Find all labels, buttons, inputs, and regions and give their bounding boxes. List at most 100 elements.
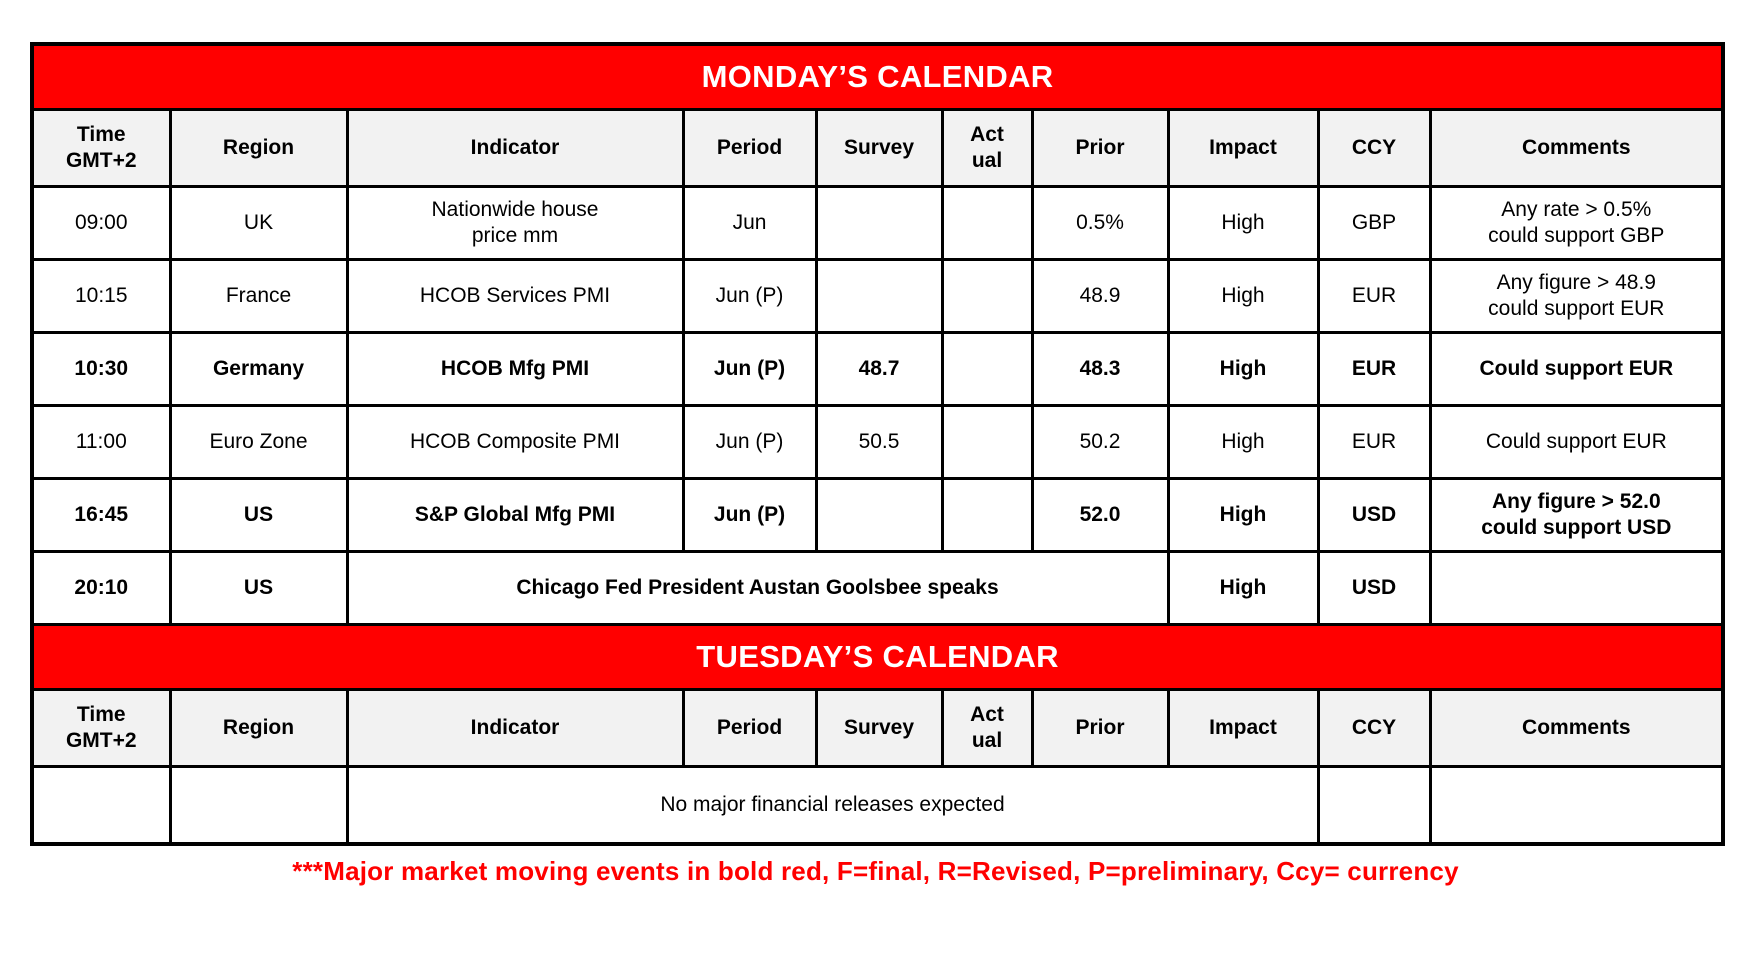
cell-actual xyxy=(940,185,1034,261)
header-comments: Comments xyxy=(1428,688,1725,768)
cell-comments: Could support EUR xyxy=(1428,331,1725,407)
header-survey: Survey xyxy=(814,108,944,188)
header-time-label: Time GMT+2 xyxy=(65,702,137,752)
cell-indicator: HCOB Mfg PMI xyxy=(345,331,685,407)
cell-region: Germany xyxy=(168,331,349,407)
header-impact: Impact xyxy=(1166,108,1320,188)
cell-region: France xyxy=(168,258,349,334)
cell-period: Jun (P) xyxy=(681,477,818,553)
table-row: No major financial releases expected xyxy=(30,765,1725,846)
cell-ccy: EUR xyxy=(1316,258,1432,334)
cell-comments: Any figure > 52.0 could support USD xyxy=(1428,477,1725,553)
cell-ccy: USD xyxy=(1316,477,1432,553)
cell-time: 10:15 xyxy=(30,258,172,334)
header-region: Region xyxy=(168,688,349,768)
cell-period: Jun (P) xyxy=(681,404,818,480)
cell-region xyxy=(168,765,349,846)
cell-impact: High xyxy=(1166,477,1320,553)
header-prior: Prior xyxy=(1030,688,1170,768)
cell-indicator: HCOB Services PMI xyxy=(345,258,685,334)
tuesday-band-row: TUESDAY’S CALENDAR xyxy=(30,623,1725,691)
cell-prior: 0.5% xyxy=(1030,185,1170,261)
cell-impact: High xyxy=(1166,258,1320,334)
cell-comments: Could support EUR xyxy=(1428,404,1725,480)
cell-actual xyxy=(940,404,1034,480)
header-impact: Impact xyxy=(1166,688,1320,768)
cell-ccy: EUR xyxy=(1316,404,1432,480)
header-prior: Prior xyxy=(1030,108,1170,188)
cell-time: 16:45 xyxy=(30,477,172,553)
header-region: Region xyxy=(168,108,349,188)
header-actual: Actual xyxy=(940,688,1034,768)
cell-prior: 48.9 xyxy=(1030,258,1170,334)
cell-ccy: USD xyxy=(1316,550,1432,626)
cell-impact: High xyxy=(1166,550,1320,626)
cell-ccy: EUR xyxy=(1316,331,1432,407)
cell-event: Chicago Fed President Austan Goolsbee sp… xyxy=(345,550,1170,626)
header-actual-label: Actual xyxy=(970,702,1004,752)
cell-period: Jun (P) xyxy=(681,331,818,407)
cell-comments xyxy=(1428,550,1725,626)
cell-actual xyxy=(940,477,1034,553)
cell-survey: 48.7 xyxy=(814,331,944,407)
cell-prior: 52.0 xyxy=(1030,477,1170,553)
cell-period: Jun (P) xyxy=(681,258,818,334)
cell-impact: High xyxy=(1166,185,1320,261)
table-row: 20:10 US Chicago Fed President Austan Go… xyxy=(30,550,1725,626)
cell-indicator: S&P Global Mfg PMI xyxy=(345,477,685,553)
cell-time xyxy=(30,765,172,846)
header-ccy: CCY xyxy=(1316,688,1432,768)
cell-ccy xyxy=(1316,765,1432,846)
header-actual: Actual xyxy=(940,108,1034,188)
cell-comments xyxy=(1428,765,1725,846)
monday-header-row: Time GMT+2 Region Indicator Period Surve… xyxy=(30,108,1725,188)
cell-region: US xyxy=(168,477,349,553)
cell-survey xyxy=(814,258,944,334)
cell-actual xyxy=(940,331,1034,407)
cell-prior: 50.2 xyxy=(1030,404,1170,480)
cell-comments: Any rate > 0.5% could support GBP xyxy=(1428,185,1725,261)
tuesday-header-row: Time GMT+2 Region Indicator Period Surve… xyxy=(30,688,1725,768)
header-time: Time GMT+2 xyxy=(30,688,172,768)
header-indicator: Indicator xyxy=(345,688,685,768)
monday-band-row: MONDAY’S CALENDAR xyxy=(30,42,1725,111)
cell-indicator: Nationwide house price mm xyxy=(345,185,685,261)
cell-prior: 48.3 xyxy=(1030,331,1170,407)
header-comments: Comments xyxy=(1428,108,1725,188)
cell-ccy: GBP xyxy=(1316,185,1432,261)
cell-time: 20:10 xyxy=(30,550,172,626)
cell-survey: 50.5 xyxy=(814,404,944,480)
header-time: Time GMT+2 xyxy=(30,108,172,188)
cell-survey xyxy=(814,185,944,261)
tuesday-calendar-title: TUESDAY’S CALENDAR xyxy=(30,623,1725,691)
header-ccy: CCY xyxy=(1316,108,1432,188)
cell-region: Euro Zone xyxy=(168,404,349,480)
cell-actual xyxy=(940,258,1034,334)
monday-calendar-title: MONDAY’S CALENDAR xyxy=(30,42,1725,111)
cell-survey xyxy=(814,477,944,553)
header-indicator: Indicator xyxy=(345,108,685,188)
cell-region: UK xyxy=(168,185,349,261)
cell-impact: High xyxy=(1166,404,1320,480)
table-row: 11:00 Euro Zone HCOB Composite PMI Jun (… xyxy=(30,404,1725,480)
header-survey: Survey xyxy=(814,688,944,768)
header-time-label: Time GMT+2 xyxy=(65,122,137,172)
economic-calendar: MONDAY’S CALENDAR Time GMT+2 Region Indi… xyxy=(30,42,1726,887)
cell-impact: High xyxy=(1166,331,1320,407)
cell-period: Jun xyxy=(681,185,818,261)
cell-time: 10:30 xyxy=(30,331,172,407)
header-actual-label: Actual xyxy=(970,122,1004,172)
economic-calendar-table: MONDAY’S CALENDAR Time GMT+2 Region Indi… xyxy=(30,42,1726,846)
cell-indicator: HCOB Composite PMI xyxy=(345,404,685,480)
legend-footnote: ***Major market moving events in bold re… xyxy=(292,856,1459,886)
cell-no-releases-message: No major financial releases expected xyxy=(345,765,1320,846)
table-row: 16:45 US S&P Global Mfg PMI Jun (P) 52.0… xyxy=(30,477,1725,553)
cell-time: 09:00 xyxy=(30,185,172,261)
header-period: Period xyxy=(681,108,818,188)
header-period: Period xyxy=(681,688,818,768)
cell-time: 11:00 xyxy=(30,404,172,480)
table-row: 10:15 France HCOB Services PMI Jun (P) 4… xyxy=(30,258,1725,334)
cell-comments: Any figure > 48.9 could support EUR xyxy=(1428,258,1725,334)
table-row: 09:00 UK Nationwide house price mm Jun 0… xyxy=(30,185,1725,261)
table-row: 10:30 Germany HCOB Mfg PMI Jun (P) 48.7 … xyxy=(30,331,1725,407)
